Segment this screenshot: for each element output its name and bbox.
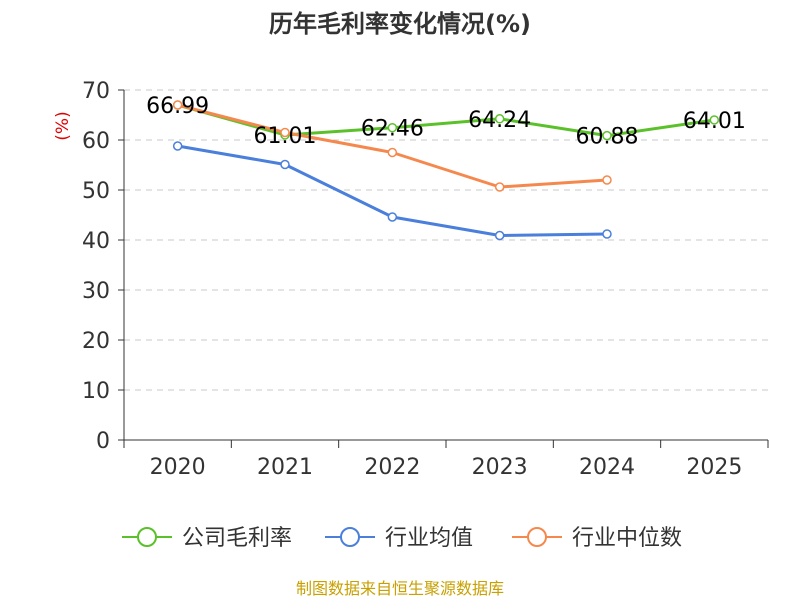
data-point[interactable] [602,229,612,239]
data-point[interactable] [172,100,183,110]
data-point[interactable] [280,127,290,138]
y-tick-label: 10 [82,379,110,404]
data-labels: 66.99 61.01 62.46 64.24 60.88 64.01 [146,94,746,150]
data-point[interactable] [494,114,505,124]
y-tick-label: 40 [82,229,110,254]
legend-label[interactable]: 行业中位数 [572,526,682,551]
data-point[interactable] [602,130,612,141]
data-point[interactable] [387,122,398,133]
y-tick-label: 0 [96,429,110,454]
y-axis-unit-label: (%) [53,111,73,140]
legend: 公司毛利率 行业均值 行业中位数 [122,526,682,551]
data-label: 60.88 [576,125,639,150]
x-tick-label: 2024 [579,455,635,480]
grid-lines [124,89,768,391]
data-point[interactable] [280,159,290,170]
source-note: 制图数据来自恒生聚源数据库 [296,579,504,598]
legend-marker [527,527,547,547]
legend-label[interactable]: 公司毛利率 [182,526,292,551]
legend-marker [340,527,360,547]
series-lines [172,100,720,241]
legend-label[interactable]: 行业均值 [385,526,473,551]
x-tick-label: 2025 [686,455,742,480]
chart-title: 历年毛利率变化情况(%) [269,10,531,38]
x-tick-label: 2020 [150,455,206,480]
legend-marker [137,527,157,547]
data-label: 62.46 [361,117,424,142]
data-label: 64.01 [683,109,746,134]
data-point[interactable] [494,182,505,192]
y-tick-label: 60 [82,129,110,154]
data-point[interactable] [494,230,505,241]
series-line-0 [177,103,715,138]
y-tick-label: 30 [82,279,110,304]
data-point[interactable] [387,147,398,158]
data-label: 66.99 [146,94,209,119]
data-point[interactable] [602,175,612,185]
data-point[interactable] [709,115,720,125]
data-point[interactable] [387,212,398,222]
x-tick-label: 2023 [472,455,528,480]
axes: 0 10 20 30 40 50 60 70 2020 2021 2022 2023 2024 2025 [82,79,769,480]
data-point[interactable] [172,141,183,151]
x-tick-label: 2021 [257,455,313,480]
data-label: 61.01 [254,124,317,149]
y-tick-label: 50 [82,179,110,204]
data-label: 64.24 [468,108,531,133]
y-tick-label: 70 [82,79,110,104]
series-line-1 [177,144,608,237]
x-tick-label: 2022 [364,455,420,480]
y-tick-label: 20 [82,329,110,354]
